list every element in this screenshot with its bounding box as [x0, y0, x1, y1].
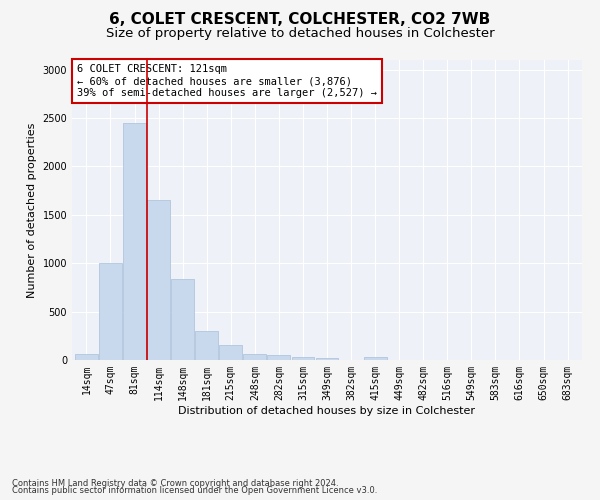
Text: Contains HM Land Registry data © Crown copyright and database right 2024.: Contains HM Land Registry data © Crown c…	[12, 478, 338, 488]
Bar	[220, 346, 242, 360]
Bar	[75, 354, 98, 360]
Bar	[244, 354, 266, 360]
Text: 6 COLET CRESCENT: 121sqm
← 60% of detached houses are smaller (3,876)
39% of sem: 6 COLET CRESCENT: 121sqm ← 60% of detach…	[77, 64, 377, 98]
X-axis label: Distribution of detached houses by size in Colchester: Distribution of detached houses by size …	[179, 406, 476, 415]
Text: 6, COLET CRESCENT, COLCHESTER, CO2 7WB: 6, COLET CRESCENT, COLCHESTER, CO2 7WB	[109, 12, 491, 28]
Bar	[171, 278, 194, 360]
Bar	[316, 358, 338, 360]
Bar	[364, 357, 386, 360]
Y-axis label: Number of detached properties: Number of detached properties	[27, 122, 37, 298]
Bar	[195, 331, 218, 360]
Bar	[268, 355, 290, 360]
Bar	[123, 123, 146, 360]
Text: Size of property relative to detached houses in Colchester: Size of property relative to detached ho…	[106, 28, 494, 40]
Bar	[292, 357, 314, 360]
Bar	[147, 200, 170, 360]
Bar	[99, 263, 122, 360]
Text: Contains public sector information licensed under the Open Government Licence v3: Contains public sector information licen…	[12, 486, 377, 495]
